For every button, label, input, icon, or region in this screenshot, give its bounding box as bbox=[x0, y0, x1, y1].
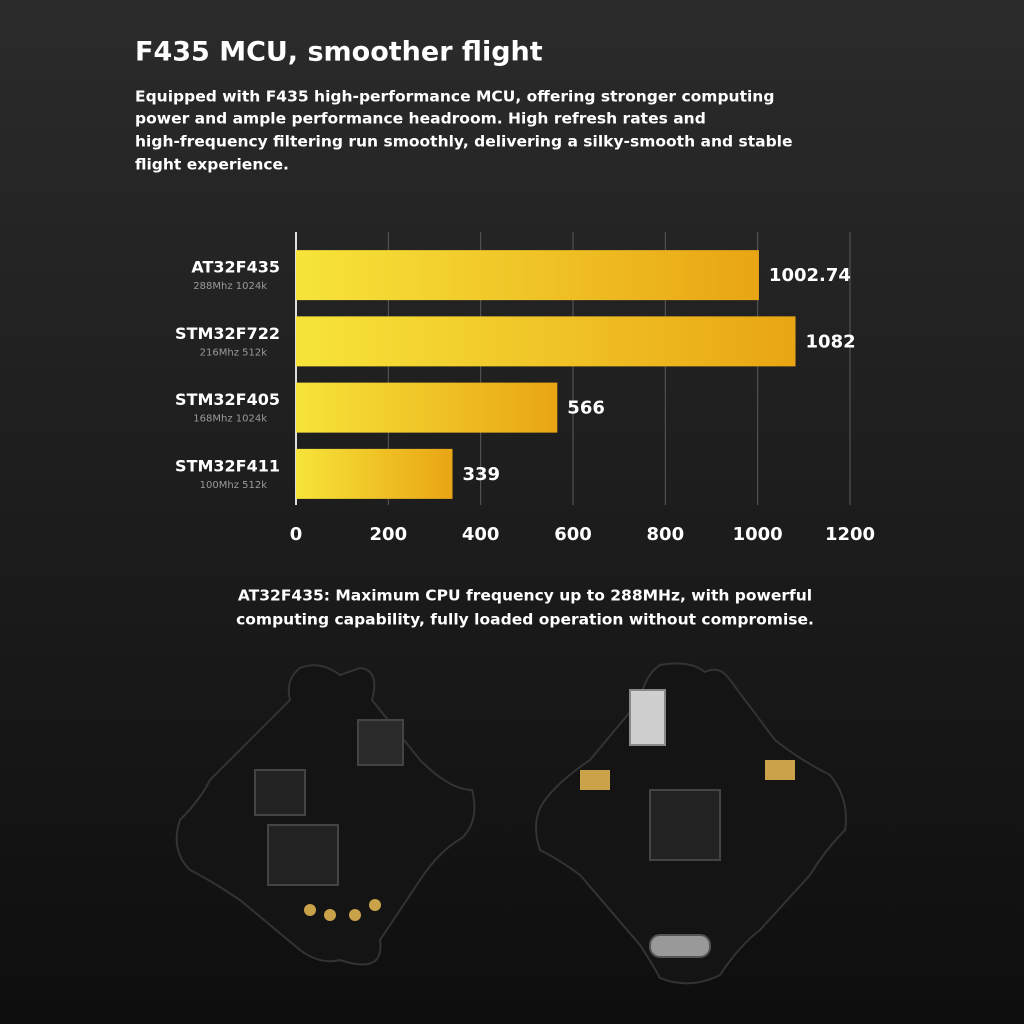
x-tick-label: 200 bbox=[370, 524, 408, 545]
x-tick-label: 600 bbox=[554, 524, 592, 545]
x-tick-label: 0 bbox=[290, 524, 303, 545]
value-label: 566 bbox=[567, 398, 605, 419]
description: power and ample performance headroom. Hi… bbox=[135, 110, 706, 128]
description: Equipped with F435 high-performance MCU,… bbox=[135, 88, 774, 106]
category-label: AT32F435 bbox=[191, 258, 280, 277]
category-label: STM32F411 bbox=[175, 456, 280, 475]
x-tick-label: 1000 bbox=[733, 524, 783, 545]
x-tick-label: 400 bbox=[462, 524, 500, 545]
value-label: 1002.74 bbox=[769, 265, 851, 286]
bar bbox=[296, 382, 558, 433]
title: F435 MCU, smoother flight bbox=[135, 37, 543, 68]
category-label: STM32F722 bbox=[175, 324, 280, 343]
description: flight experience. bbox=[135, 156, 289, 174]
x-tick-label: 1200 bbox=[825, 524, 875, 545]
board-left bbox=[175, 664, 476, 966]
description: high-frequency filtering run smoothly, d… bbox=[135, 133, 793, 151]
category-detail: 288Mhz 1024k bbox=[193, 281, 267, 292]
caption: AT32F435: Maximum CPU frequency up to 28… bbox=[238, 587, 812, 605]
bar bbox=[296, 250, 759, 301]
category-detail: 216Mhz 512k bbox=[200, 347, 268, 358]
value-label: 1082 bbox=[806, 331, 856, 352]
value-label: 339 bbox=[463, 464, 501, 485]
chart: 0 200 400 600 800 1000 1200 AT32F435 288Mhz 1024… bbox=[175, 232, 875, 545]
category-detail: 100Mhz 512k bbox=[200, 480, 268, 491]
category-detail: 168Mhz 1024k bbox=[193, 414, 267, 425]
board-right bbox=[535, 662, 847, 985]
category-label: STM32F405 bbox=[175, 390, 280, 409]
bar bbox=[296, 448, 453, 499]
bar bbox=[296, 316, 796, 367]
x-tick-label: 800 bbox=[647, 524, 685, 545]
caption: computing capability, fully loaded opera… bbox=[236, 611, 814, 629]
